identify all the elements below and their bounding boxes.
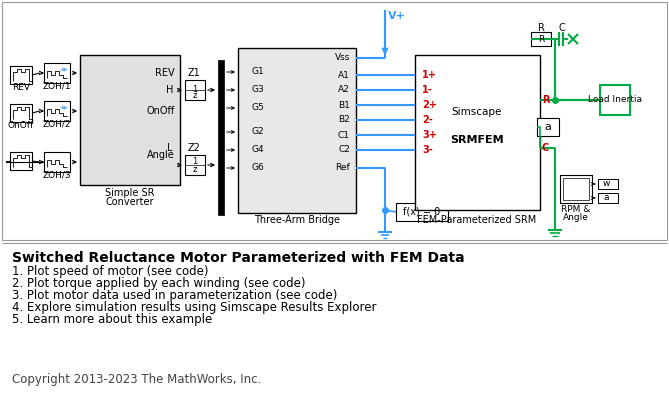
Text: B1: B1 (338, 101, 350, 109)
Bar (10, 66, 32, 84)
Text: R: R (538, 34, 544, 43)
Text: C: C (542, 143, 549, 153)
Text: 3. Plot motor data used in parameterization (see code): 3. Plot motor data used in parameterizat… (12, 290, 337, 302)
Text: 3-: 3- (422, 145, 433, 155)
Text: R: R (542, 95, 549, 105)
Text: z: z (193, 166, 197, 174)
Text: Converter: Converter (106, 197, 155, 207)
Text: Angle: Angle (147, 150, 175, 160)
Text: H: H (167, 85, 174, 95)
Bar (537, 118, 559, 136)
Text: ZOH/1: ZOH/1 (43, 81, 72, 91)
Text: Copyright 2013-2023 The MathWorks, Inc.: Copyright 2013-2023 The MathWorks, Inc. (12, 373, 262, 387)
Text: SRMFEM: SRMFEM (450, 135, 504, 145)
Text: Switched Reluctance Motor Parameterized with FEM Data: Switched Reluctance Motor Parameterized … (12, 251, 465, 265)
Text: REV: REV (12, 83, 30, 93)
Bar (44, 152, 70, 172)
Text: A1: A1 (338, 71, 350, 79)
Text: 1-: 1- (422, 85, 433, 95)
Text: 3+: 3+ (422, 130, 437, 140)
Bar (218, 60, 224, 215)
Text: 1+: 1+ (422, 70, 437, 80)
Text: G2: G2 (252, 128, 265, 136)
Text: G3: G3 (252, 85, 265, 95)
Text: G4: G4 (252, 146, 265, 154)
Text: Z2: Z2 (187, 143, 201, 153)
Text: B2: B2 (339, 115, 350, 124)
Text: 5. Learn more about this example: 5. Learn more about this example (12, 314, 212, 326)
Text: ZOH/2: ZOH/2 (43, 119, 72, 128)
Text: Z1: Z1 (187, 68, 201, 78)
Text: FEM-Parameterized SRM: FEM-Parameterized SRM (417, 215, 537, 225)
Text: G1: G1 (252, 67, 265, 77)
Bar (600, 85, 630, 115)
Text: Simple SR: Simple SR (105, 188, 155, 198)
Bar (415, 55, 540, 210)
Text: 4. Explore simulation results using Simscape Results Explorer: 4. Explore simulation results using Sims… (12, 302, 377, 314)
Text: V+: V+ (388, 11, 406, 21)
Text: f(x) = 0: f(x) = 0 (403, 207, 441, 217)
Bar (80, 55, 180, 185)
Bar (598, 179, 618, 189)
Text: Angle: Angle (563, 213, 589, 223)
Bar (396, 203, 448, 221)
Text: C2: C2 (338, 146, 350, 154)
Bar (10, 104, 32, 122)
Text: C: C (559, 23, 565, 33)
Bar (10, 152, 32, 170)
Bar (238, 48, 356, 213)
Text: RPM &: RPM & (561, 205, 591, 215)
Text: Load Inertia: Load Inertia (588, 95, 642, 105)
Bar (185, 80, 205, 100)
Bar (185, 155, 205, 175)
Text: Vss: Vss (334, 53, 350, 63)
Text: Simscape: Simscape (452, 107, 502, 117)
Text: 1. Plot speed of motor (see code): 1. Plot speed of motor (see code) (12, 265, 209, 279)
Text: C1: C1 (338, 130, 350, 140)
Bar (598, 193, 618, 203)
Text: G6: G6 (252, 164, 265, 172)
Bar (563, 178, 589, 200)
Text: REV: REV (155, 68, 175, 78)
Text: 1: 1 (193, 158, 197, 166)
Text: OnOff: OnOff (147, 106, 175, 116)
Text: z: z (193, 91, 197, 101)
Text: ZOH/3: ZOH/3 (43, 170, 72, 180)
Bar (2, 2, 667, 240)
Text: a: a (545, 122, 551, 132)
Text: G5: G5 (252, 103, 265, 113)
Text: 2+: 2+ (422, 100, 437, 110)
Bar (560, 175, 592, 203)
Bar (44, 63, 70, 83)
Text: Three-Arm Bridge: Three-Arm Bridge (254, 215, 340, 225)
Text: OnOff: OnOff (8, 122, 34, 130)
Text: L: L (167, 143, 173, 153)
Bar (44, 101, 70, 121)
Text: R: R (538, 23, 545, 33)
Text: Ref: Ref (335, 164, 350, 172)
Text: w: w (602, 180, 609, 188)
Text: A2: A2 (339, 85, 350, 95)
Text: a: a (603, 194, 609, 203)
Text: 1: 1 (193, 85, 197, 95)
Bar (531, 32, 551, 46)
Text: 2. Plot torque applied by each winding (see code): 2. Plot torque applied by each winding (… (12, 277, 306, 290)
Text: 2-: 2- (422, 115, 433, 125)
